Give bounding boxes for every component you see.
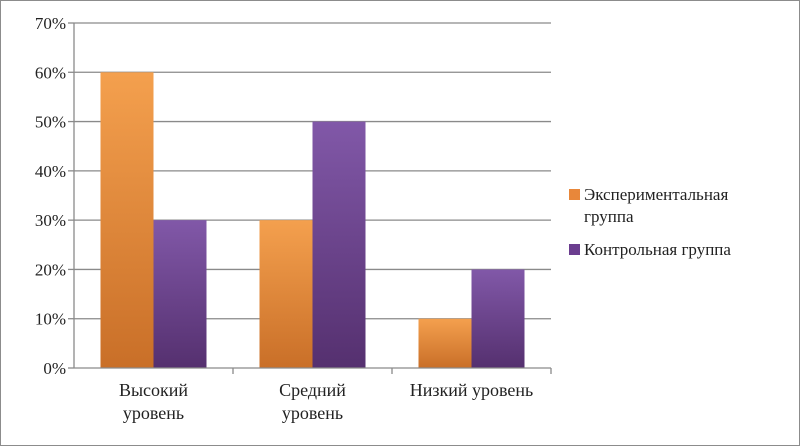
y-tick-label: 60% (35, 63, 66, 82)
category-label: Высокий (119, 380, 188, 400)
bar (259, 220, 313, 368)
y-tick-label: 10% (35, 310, 66, 329)
bar (471, 269, 525, 368)
legend-swatch (569, 189, 580, 200)
legend-swatch (569, 244, 580, 255)
bar (312, 121, 366, 368)
bar (153, 220, 207, 368)
category-label: уровень (282, 403, 343, 423)
category-label: Средний (279, 380, 346, 400)
category-labels: Высокий уровень Средний уровень Низкий урове… (119, 380, 533, 423)
bars (100, 72, 525, 369)
y-tick-label: 30% (35, 211, 66, 230)
category-label: Низкий уровень (410, 380, 533, 400)
y-tick-labels: 0% 10% 20% 30% 40% 50% 60% 70% (35, 14, 66, 378)
legend: Экспериментальная группа Контрольная групп… (569, 185, 731, 259)
y-tick-label: 70% (35, 14, 66, 33)
category-label: уровень (123, 403, 184, 423)
legend-label: группа (584, 207, 634, 226)
legend-label: Экспериментальная (584, 185, 728, 204)
y-tick-label: 0% (43, 359, 66, 378)
legend-label: Контрольная группа (584, 240, 731, 259)
axes (68, 22, 552, 374)
bar (100, 72, 154, 369)
bar (418, 318, 472, 368)
y-tick-label: 40% (35, 162, 66, 181)
y-tick-label: 50% (35, 113, 66, 132)
y-tick-label: 20% (35, 260, 66, 279)
